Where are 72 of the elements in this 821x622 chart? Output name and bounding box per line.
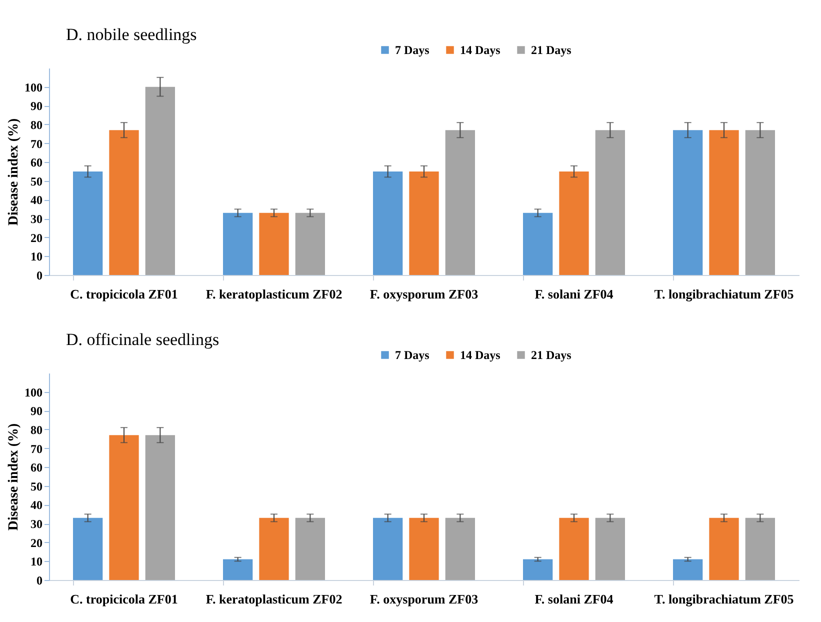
bar — [73, 518, 103, 580]
legend-label: 21 Days — [531, 43, 572, 57]
x-tick-label: T. longibrachiatum ZF05 — [654, 286, 794, 302]
bar — [709, 518, 739, 580]
legend-label: 7 Days — [395, 43, 430, 57]
bar — [373, 518, 403, 580]
legend-label: 21 Days — [531, 348, 572, 362]
x-tick-label: F. oxysporum ZF03 — [370, 592, 479, 606]
y-tick-label: 100 — [24, 385, 42, 400]
bar — [445, 130, 475, 275]
y-tick-label: 100 — [24, 80, 42, 94]
bar — [259, 518, 289, 580]
y-tick-label: 50 — [30, 479, 42, 494]
bar — [745, 130, 775, 275]
legend-label: 14 Days — [460, 43, 501, 57]
bar — [223, 212, 253, 275]
bar — [145, 435, 175, 580]
x-tick-label: F. keratoplasticum ZF02 — [206, 286, 342, 302]
x-tick-label: F. keratoplasticum ZF02 — [206, 592, 342, 606]
bar — [109, 130, 139, 275]
bar — [559, 518, 589, 580]
bar — [373, 172, 403, 275]
y-tick-label: 90 — [30, 99, 42, 114]
x-tick-label: F. oxysporum ZF03 — [370, 286, 479, 302]
y-axis-title: Disease index (%) — [6, 118, 22, 226]
y-tick-label: 80 — [30, 422, 42, 437]
y-tick-label: 0 — [36, 574, 42, 588]
x-tick-label: C. tropicicola ZF01 — [70, 286, 178, 302]
bar — [73, 172, 103, 275]
y-tick-label: 50 — [30, 174, 42, 188]
y-tick-label: 0 — [36, 268, 42, 282]
bar — [409, 172, 439, 275]
legend-label: 7 Days — [395, 348, 430, 362]
bar — [259, 212, 289, 275]
y-tick-label: 10 — [30, 250, 42, 264]
bar — [295, 212, 325, 275]
bar — [223, 559, 253, 580]
bar — [709, 130, 739, 275]
x-tick-label: F. solani ZF04 — [534, 592, 614, 606]
y-axis-title: Disease index (%) — [6, 423, 22, 531]
x-tick-label: F. solani ZF04 — [534, 286, 614, 302]
y-tick-label: 30 — [30, 517, 42, 532]
y-tick-label: 60 — [30, 460, 42, 475]
bar — [745, 518, 775, 580]
bar — [673, 130, 703, 275]
y-tick-label: 40 — [30, 193, 42, 208]
chart-title: D. officinale seedlings — [66, 330, 220, 349]
bar — [595, 518, 625, 580]
bar — [445, 518, 475, 580]
y-tick-label: 90 — [30, 404, 42, 418]
bar — [595, 130, 625, 275]
chart-title: D. nobile seedlings — [66, 25, 197, 44]
y-tick-label: 30 — [30, 212, 42, 226]
bar — [409, 518, 439, 580]
y-tick-label: 20 — [30, 230, 42, 245]
y-tick-label: 40 — [30, 498, 42, 512]
y-tick-label: 10 — [30, 554, 42, 569]
y-tick-label: 70 — [30, 442, 42, 456]
bar — [145, 86, 175, 275]
bar — [109, 435, 139, 580]
y-tick-label: 70 — [30, 136, 42, 151]
y-tick-label: 60 — [30, 156, 42, 170]
x-tick-label: C. tropicicola ZF01 — [70, 592, 178, 606]
bar — [523, 212, 553, 275]
y-tick-label: 20 — [30, 536, 42, 550]
x-tick-label: T. longibrachiatum ZF05 — [654, 592, 794, 606]
bar — [559, 172, 589, 275]
legend-label: 14 Days — [460, 348, 501, 362]
y-tick-label: 80 — [30, 118, 42, 132]
bar — [295, 518, 325, 580]
bar — [673, 559, 703, 580]
bar — [523, 559, 553, 580]
